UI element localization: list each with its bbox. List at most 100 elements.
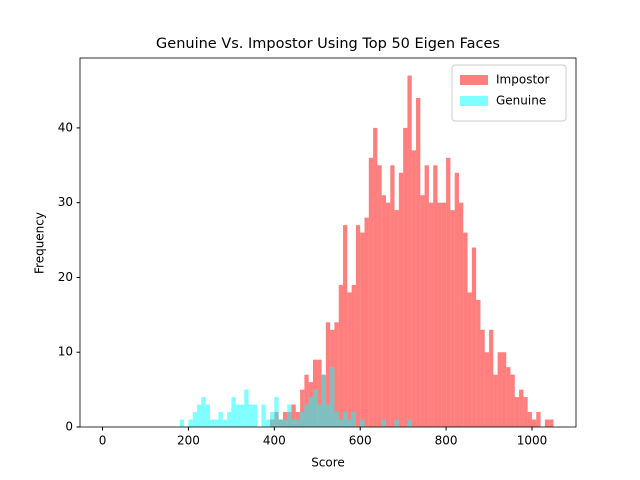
bar: [334, 322, 339, 427]
bar: [179, 419, 185, 427]
bar: [398, 172, 404, 427]
bar: [338, 284, 344, 427]
y-tick-label: 40: [58, 120, 73, 134]
bar: [544, 419, 550, 427]
bar: [252, 404, 258, 427]
bar: [351, 284, 356, 427]
bar: [454, 172, 459, 427]
chart-title: Genuine Vs. Impostor Using Top 50 Eigen …: [156, 36, 500, 52]
x-tick-label: 0: [99, 434, 107, 448]
bar: [235, 404, 240, 427]
bar: [330, 367, 335, 427]
bar: [274, 397, 279, 427]
bar: [304, 374, 309, 427]
bar: [403, 127, 408, 427]
bar: [325, 404, 331, 427]
bar: [321, 374, 326, 427]
bar: [377, 165, 382, 428]
bar: [209, 419, 215, 427]
bar: [317, 359, 322, 427]
y-axis-label: Frequency: [33, 212, 47, 274]
bar: [360, 419, 365, 427]
bar: [471, 247, 477, 427]
bar: [424, 165, 429, 428]
bar: [197, 404, 202, 427]
x-tick-label: 1000: [517, 434, 548, 448]
bar: [188, 419, 193, 427]
bar: [308, 397, 313, 427]
bar: [270, 412, 275, 427]
bar: [231, 397, 236, 427]
bar: [347, 419, 352, 427]
bar: [300, 412, 305, 427]
bar: [214, 419, 219, 427]
y-tick-label: 10: [58, 345, 73, 359]
bar: [381, 419, 386, 427]
bar: [510, 374, 515, 427]
bar: [343, 412, 348, 427]
bar: [394, 419, 399, 427]
bar: [527, 412, 532, 427]
bar: [368, 157, 374, 427]
bar: [291, 419, 296, 427]
bar: [355, 225, 361, 427]
bar: [458, 202, 464, 427]
bar: [536, 412, 541, 427]
bar: [282, 419, 288, 427]
bar: [501, 352, 507, 427]
bar: [218, 412, 223, 427]
bar: [192, 412, 198, 427]
bar: [514, 397, 520, 427]
bar: [390, 165, 395, 428]
bar: [506, 367, 511, 427]
bar: [338, 419, 344, 427]
bar: [416, 98, 421, 427]
bar: [407, 75, 412, 428]
x-tick-label: 200: [177, 434, 200, 448]
bar: [295, 419, 301, 427]
bar: [407, 419, 412, 427]
x-tick-label: 400: [263, 434, 286, 448]
x-tick-label: 600: [349, 434, 372, 448]
bar: [523, 397, 528, 427]
bar: [343, 225, 348, 427]
bar: [428, 202, 434, 427]
bar: [446, 157, 451, 427]
bar: [287, 404, 292, 427]
bar: [381, 195, 386, 427]
bar: [304, 404, 309, 427]
y-tick-label: 30: [58, 195, 73, 209]
bar: [476, 299, 481, 427]
bar: [519, 389, 524, 427]
bar: [493, 374, 498, 427]
bar: [463, 232, 468, 427]
bar: [227, 412, 232, 427]
bar: [394, 210, 399, 427]
bar: [300, 389, 305, 427]
bar: [205, 404, 210, 427]
bar: [497, 352, 502, 427]
bar: [433, 165, 438, 428]
bar: [420, 195, 425, 427]
bar: [201, 397, 206, 427]
bar: [531, 419, 537, 427]
bar: [480, 329, 485, 427]
y-tick-label: 0: [65, 420, 73, 434]
bar: [450, 210, 455, 427]
bar: [351, 412, 356, 427]
bar: [312, 389, 318, 427]
bar: [411, 150, 417, 428]
bar: [385, 202, 391, 427]
bar: [222, 419, 228, 427]
x-axis-label: Score: [311, 456, 345, 470]
bar: [364, 217, 369, 427]
bar: [334, 412, 339, 427]
bar: [317, 404, 322, 427]
legend-label: Genuine: [496, 94, 546, 108]
bar: [248, 404, 253, 427]
legend-swatch: [460, 96, 488, 106]
legend-swatch: [460, 75, 488, 85]
bar: [441, 202, 447, 427]
bar: [373, 127, 378, 427]
